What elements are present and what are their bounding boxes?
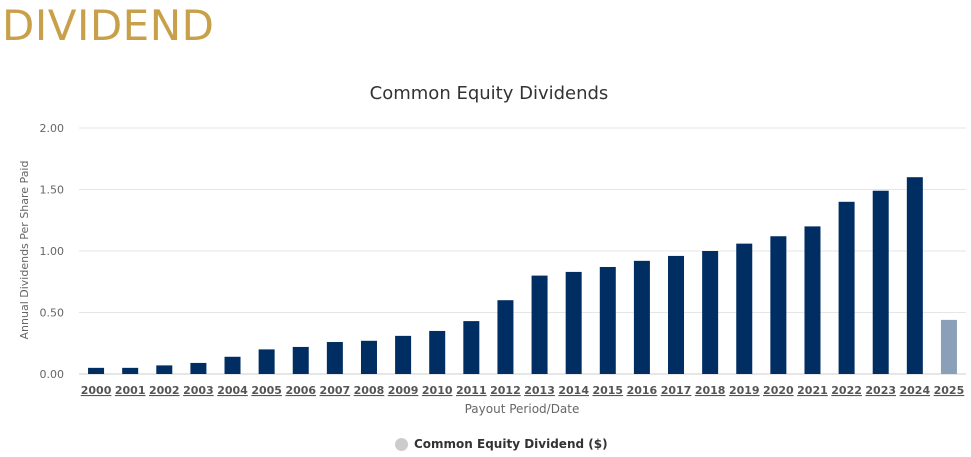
legend[interactable]: Common Equity Dividend ($) (395, 437, 608, 451)
bar[interactable] (770, 236, 787, 374)
bar[interactable] (360, 340, 377, 374)
legend-marker (395, 437, 408, 451)
bar[interactable] (429, 330, 446, 374)
bar[interactable] (633, 260, 650, 374)
y-axis-label: Annual Dividends Per Share Paid (18, 161, 31, 340)
x-tick-label[interactable]: 2000 (81, 384, 112, 397)
x-tick-label[interactable]: 2002 (149, 384, 180, 397)
bar[interactable] (599, 266, 616, 374)
x-tick-label[interactable]: 2009 (388, 384, 419, 397)
bar[interactable] (190, 362, 207, 374)
bar[interactable] (88, 367, 105, 374)
y-tick-label: 0.00 (40, 368, 65, 381)
x-tick-label[interactable]: 2024 (900, 384, 931, 397)
y-axis-ticks: 0.00 0.50 1.00 1.50 2.00 (40, 122, 65, 381)
bar[interactable] (736, 243, 753, 374)
bar[interactable] (531, 275, 548, 374)
gridlines (79, 127, 966, 375)
x-tick-label[interactable]: 2017 (661, 384, 692, 397)
legend-label: Common Equity Dividend ($) (414, 437, 608, 451)
x-tick-label[interactable]: 2013 (524, 384, 555, 397)
x-tick-label[interactable]: 2022 (831, 384, 862, 397)
x-tick-label[interactable]: 2010 (422, 384, 453, 397)
x-tick-label[interactable]: 2001 (115, 384, 146, 397)
x-tick-label[interactable]: 2011 (456, 384, 487, 397)
bar[interactable] (497, 300, 514, 374)
bar[interactable] (940, 319, 957, 374)
bar[interactable] (565, 271, 582, 374)
x-tick-label[interactable]: 2005 (251, 384, 282, 397)
x-tick-label[interactable]: 2003 (183, 384, 214, 397)
bar[interactable] (668, 255, 685, 374)
bar[interactable] (156, 365, 173, 374)
x-tick-label[interactable]: 2021 (797, 384, 828, 397)
page-heading: DIVIDEND (2, 1, 215, 50)
x-tick-label[interactable]: 2015 (592, 384, 623, 397)
bar[interactable] (395, 335, 412, 374)
y-tick-label: 2.00 (40, 122, 65, 135)
bar[interactable] (224, 356, 241, 374)
chart-title: Common Equity Dividends (370, 83, 609, 104)
x-tick-label[interactable]: 2012 (490, 384, 521, 397)
x-tick-label[interactable]: 2016 (627, 384, 658, 397)
x-tick-label[interactable]: 2006 (285, 384, 316, 397)
bar[interactable] (292, 346, 309, 374)
bar[interactable] (906, 177, 923, 374)
x-axis-label: Payout Period/Date (465, 402, 580, 416)
bar[interactable] (258, 349, 275, 374)
bars (88, 177, 957, 374)
y-tick-label: 1.50 (40, 184, 65, 197)
y-tick-label: 0.50 (40, 307, 65, 320)
bar[interactable] (872, 190, 889, 374)
x-tick-label[interactable]: 2018 (695, 384, 726, 397)
x-tick-label[interactable]: 2004 (217, 384, 248, 397)
x-tick-label[interactable]: 2025 (934, 384, 965, 397)
x-axis-ticks[interactable]: 2000 2001 2002 2003 2004 2005 2006 2007 2008 2009… (81, 384, 965, 397)
x-tick-label[interactable]: 2019 (729, 384, 760, 397)
bar[interactable] (804, 226, 821, 374)
x-tick-label[interactable]: 2023 (865, 384, 896, 397)
bar[interactable] (702, 251, 719, 374)
y-tick-label: 1.00 (40, 245, 65, 258)
x-tick-label[interactable]: 2020 (763, 384, 794, 397)
bar[interactable] (326, 342, 343, 374)
bar[interactable] (838, 201, 855, 374)
bar[interactable] (122, 367, 139, 374)
x-tick-label[interactable]: 2014 (558, 384, 589, 397)
x-tick-label[interactable]: 2007 (320, 384, 351, 397)
bar[interactable] (463, 321, 480, 374)
x-tick-label[interactable]: 2008 (354, 384, 385, 397)
